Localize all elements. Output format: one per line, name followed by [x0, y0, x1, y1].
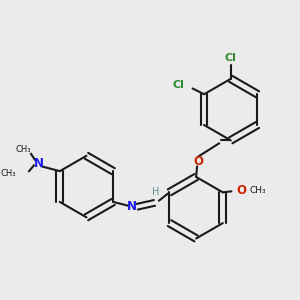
- Text: CH₃: CH₃: [250, 186, 266, 195]
- Text: N: N: [128, 200, 137, 213]
- Text: N: N: [34, 157, 44, 170]
- Text: CH₃: CH₃: [16, 146, 31, 154]
- Text: O: O: [236, 184, 246, 197]
- Text: O: O: [193, 155, 203, 168]
- Text: CH₃: CH₃: [0, 169, 16, 178]
- Text: Cl: Cl: [173, 80, 185, 90]
- Text: H: H: [152, 187, 159, 197]
- Text: Cl: Cl: [225, 53, 237, 63]
